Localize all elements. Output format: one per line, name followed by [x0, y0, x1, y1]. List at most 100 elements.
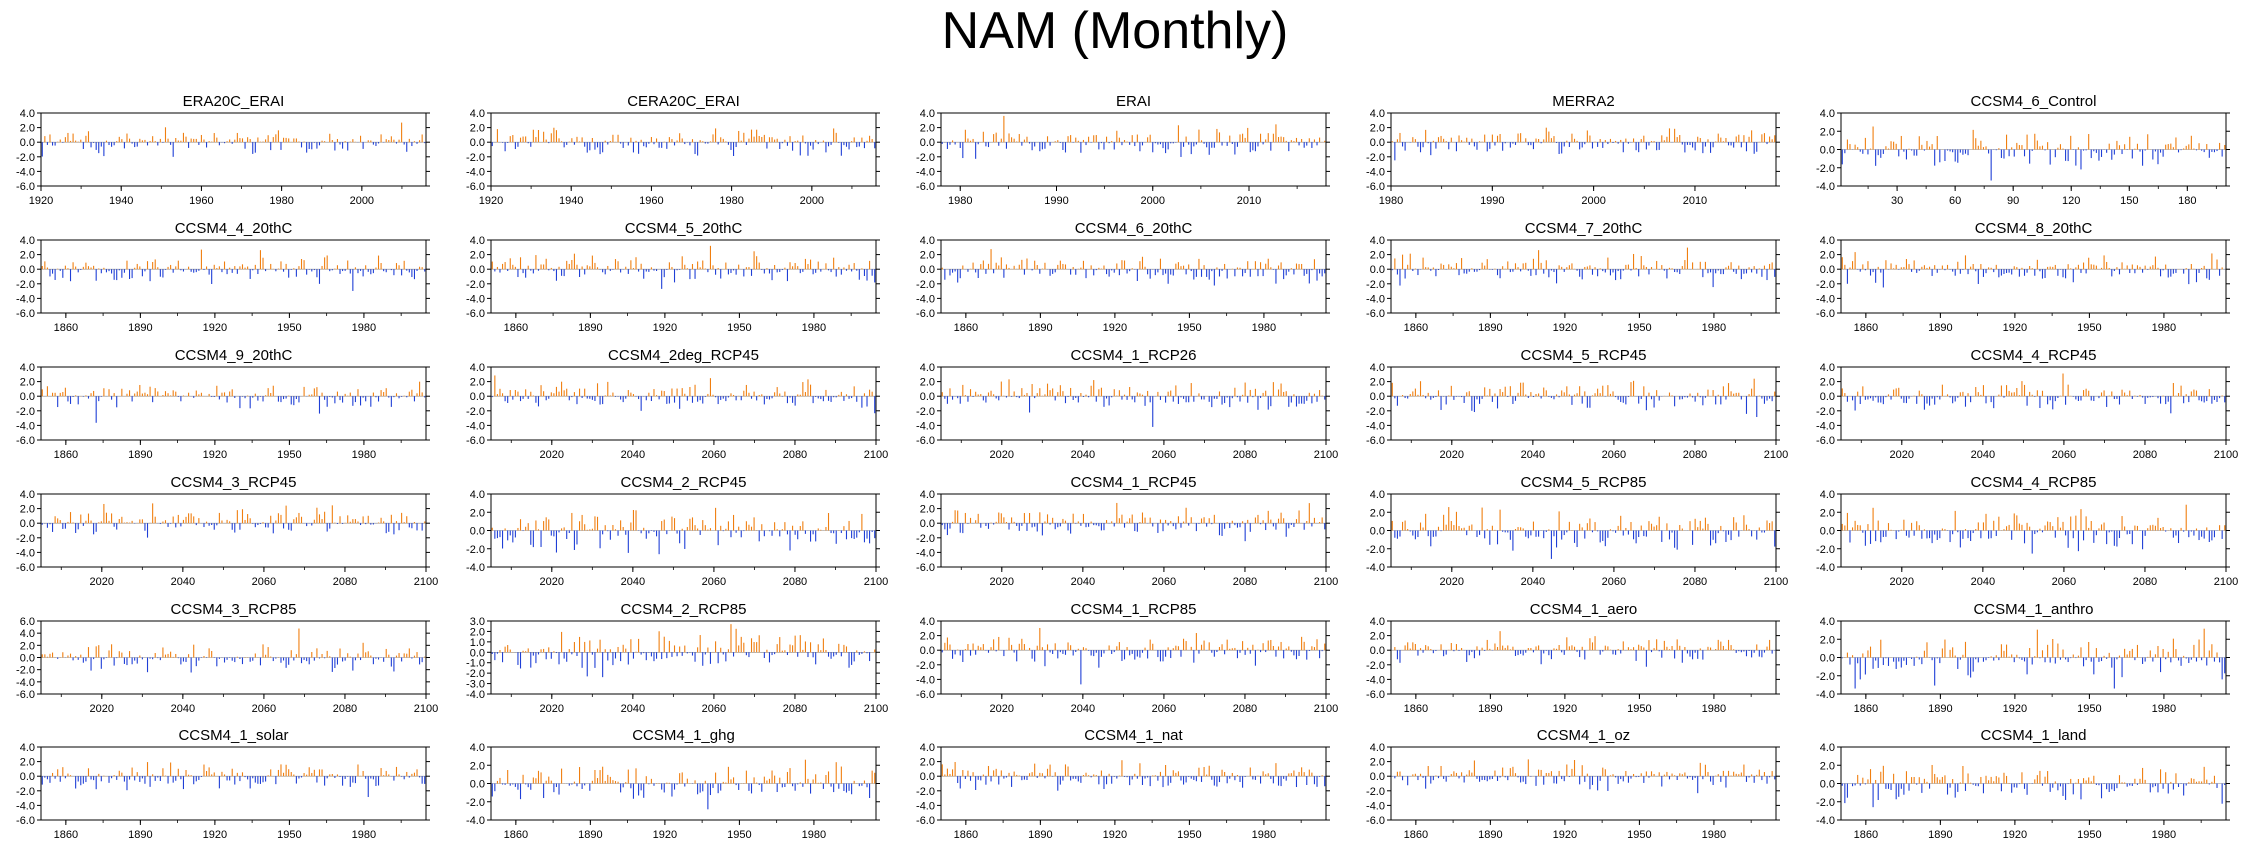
y-tick-label: -2.0 [466, 406, 485, 418]
x-tick-label: 1980 [1702, 703, 1726, 715]
y-tick-label: 0.0 [20, 653, 35, 665]
panel-title: CCSM4_1_anthro [1973, 601, 2093, 618]
y-tick-label: 4.0 [920, 108, 935, 120]
y-tick-label: 6.0 [20, 616, 35, 628]
y-tick-label: 2.0 [470, 507, 485, 519]
y-tick-label: 4.0 [20, 489, 35, 501]
bar-series [941, 115, 1326, 159]
panel-title: CCSM4_2_RCP85 [621, 601, 747, 618]
y-tick-label: -2.0 [466, 279, 485, 291]
plot-frame [40, 112, 427, 187]
x-tick-label: 30 [1891, 195, 1903, 207]
y-tick-label: -4.0 [466, 293, 485, 305]
bar-series [1391, 378, 1776, 418]
y-tick-label: 4.0 [920, 362, 935, 374]
plot-frame [1390, 239, 1777, 314]
bar-series [1391, 247, 1776, 288]
x-tick-label: 2100 [1764, 449, 1788, 461]
x-tick-label: 1950 [1177, 322, 1201, 334]
x-tick-label: 1980 [802, 322, 826, 334]
x-tick-label: 2060 [1602, 576, 1626, 588]
panel-title: CCSM4_4_20thC [175, 220, 293, 237]
plot-frame [940, 112, 1327, 187]
bar-series [941, 249, 1326, 286]
y-tick-label: 4.0 [20, 628, 35, 640]
x-tick-label: 1920 [203, 322, 227, 334]
plot-frame [940, 366, 1327, 441]
y-tick-label: -4.0 [1816, 562, 1835, 574]
panel-ccsm4-5-rcp45: CCSM4_5_RCP45 4.0 2.0 0.0 -2.0 -4.0 -6.0 2020 20… [1366, 347, 1788, 461]
y-tick-label: -6.0 [1366, 435, 1385, 447]
x-tick-label: 1860 [504, 322, 528, 334]
y-tick-label: -6.0 [916, 689, 935, 701]
plot-frame [490, 239, 877, 314]
x-tick-label: 1860 [54, 449, 78, 461]
y-tick-label: 4.0 [20, 235, 35, 247]
x-tick-label: 1950 [2077, 322, 2101, 334]
y-tick-label: 2.0 [1370, 507, 1385, 519]
y-tick-label: -4.0 [916, 674, 935, 686]
y-tick-label: 0.0 [920, 264, 935, 276]
y-tick-label: -4.0 [916, 547, 935, 559]
y-tick-label: -2.0 [916, 406, 935, 418]
bar-series [491, 245, 876, 289]
plot-frame [940, 493, 1327, 568]
y-tick-label: -4.0 [16, 166, 35, 178]
y-tick-label: 0.0 [1370, 391, 1385, 403]
bar-series [41, 381, 426, 423]
y-tick-label: -2.0 [1816, 279, 1835, 291]
x-tick-label: 1980 [352, 449, 376, 461]
panel-era20c-erai: ERA20C_ERAI 4.0 2.0 0.0 -2.0 -4.0 -6.0 1920 1940… [16, 93, 430, 207]
x-tick-label: 2020 [540, 576, 564, 588]
x-tick-label: 1980 [352, 322, 376, 334]
x-tick-label: 1860 [1854, 703, 1878, 715]
y-tick-label: -2.0 [1816, 544, 1835, 556]
y-tick-label: 2.0 [1820, 250, 1835, 262]
y-tick-label: -4.0 [16, 677, 35, 689]
panel-title: CCSM4_5_RCP45 [1521, 347, 1647, 364]
y-tick-label: 0.0 [1820, 145, 1835, 157]
x-tick-label: 2080 [333, 703, 357, 715]
y-tick-label: 2.0 [1820, 507, 1835, 519]
panel-title: ERAI [1116, 93, 1151, 110]
y-tick-label: 2.0 [470, 377, 485, 389]
x-tick-label: 2100 [414, 576, 438, 588]
y-tick-label: 4.0 [1370, 489, 1385, 501]
x-tick-label: 180 [2178, 195, 2196, 207]
panel-ccsm4-1-rcp45: CCSM4_1_RCP45 4.0 2.0 0.0 -2.0 -4.0 -6.0 2020 20… [916, 474, 1338, 588]
y-tick-label: -4.0 [1366, 562, 1385, 574]
panel-ccsm4-2-rcp85: CCSM4_2_RCP85 3.02.01.00.0-1.0-2.0-3.0-4.… [466, 601, 888, 715]
x-tick-label: 2020 [90, 576, 114, 588]
panel-title: CCSM4_4_RCP45 [1971, 347, 2097, 364]
y-tick-label: -2.0 [466, 668, 485, 680]
bar-series [41, 503, 426, 538]
x-tick-label: 2040 [171, 576, 195, 588]
y-tick-label: -2.0 [916, 279, 935, 291]
bar-series [491, 375, 876, 414]
y-tick-label: -4.0 [466, 562, 485, 574]
panel-title: CCSM4_6_20thC [1075, 220, 1193, 237]
x-tick-label: 1950 [277, 322, 301, 334]
y-tick-label: 2.0 [20, 250, 35, 262]
y-tick-label: 0.0 [470, 391, 485, 403]
y-tick-label: 4.0 [1820, 489, 1835, 501]
panel-title: ERA20C_ERAI [183, 93, 285, 110]
y-tick-label: -6.0 [16, 181, 35, 193]
y-tick-label: 4.0 [920, 235, 935, 247]
x-tick-label: 1890 [128, 449, 152, 461]
x-tick-label: 2060 [702, 449, 726, 461]
x-tick-label: 2080 [783, 449, 807, 461]
plot-frame [490, 366, 877, 441]
y-tick-label: 2.0 [20, 123, 35, 135]
panel-title: CCSM4_1_RCP26 [1071, 347, 1197, 364]
panel-title: CCSM4_1_solar [178, 727, 288, 744]
y-tick-label: -2.0 [16, 406, 35, 418]
y-tick-label: -2.0 [1366, 279, 1385, 291]
panel-title: CERA20C_ERAI [627, 93, 740, 110]
x-tick-label: 1920 [1553, 322, 1577, 334]
y-tick-label: 4.0 [1820, 362, 1835, 374]
panel-title: CCSM4_1_RCP45 [1071, 474, 1197, 491]
x-tick-label: 1920 [29, 195, 53, 207]
x-tick-label: 2080 [783, 576, 807, 588]
